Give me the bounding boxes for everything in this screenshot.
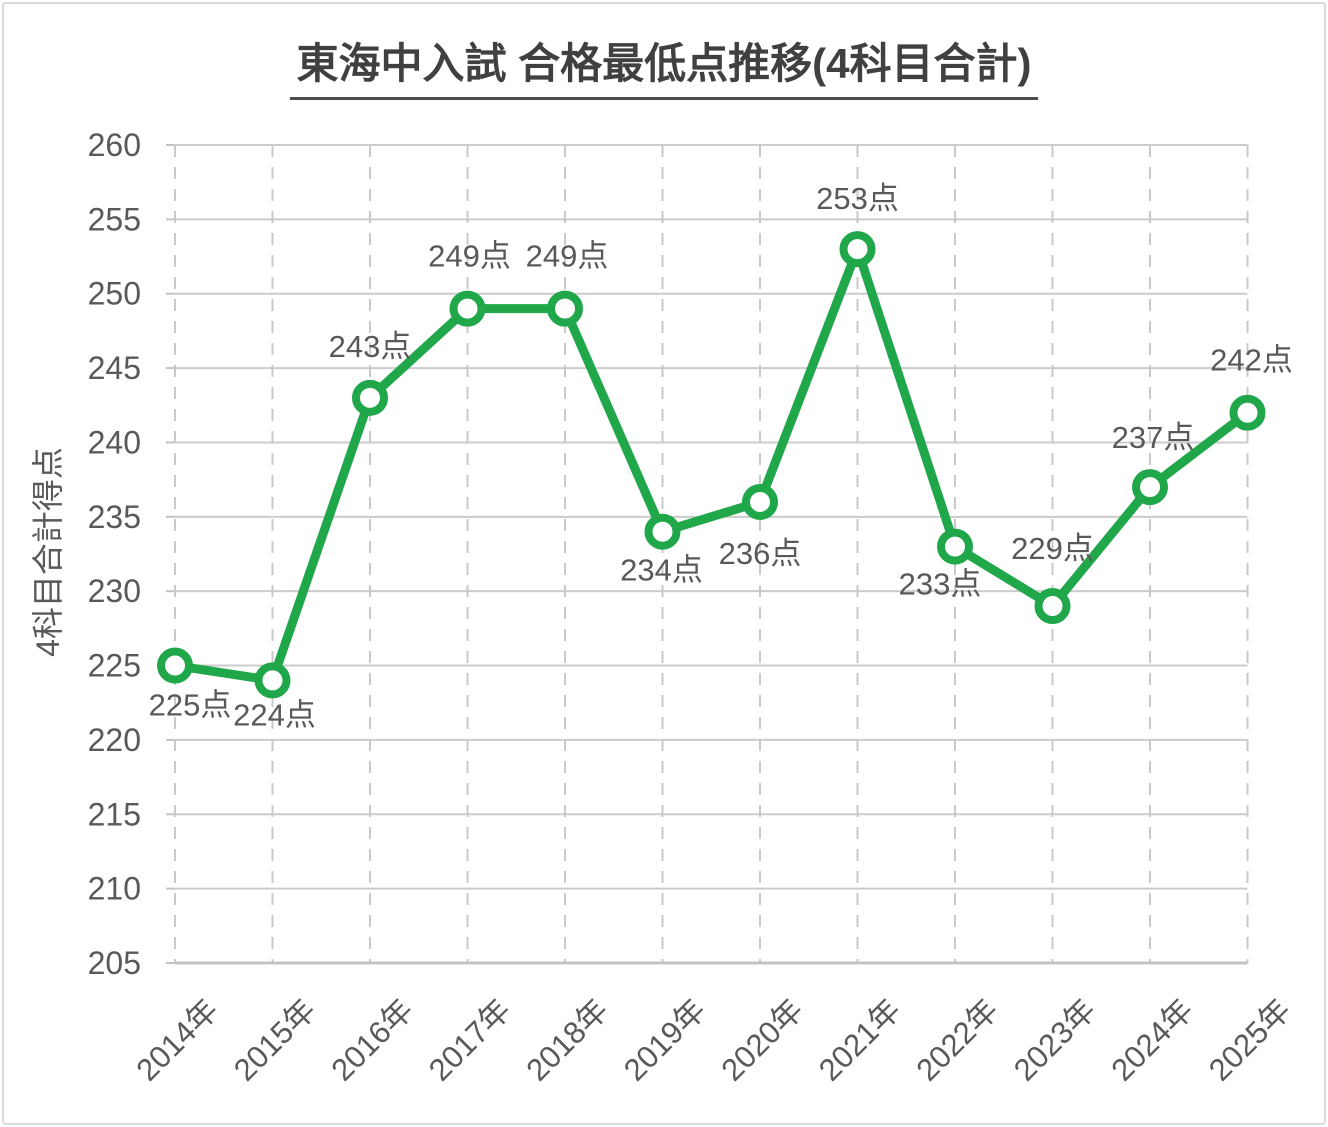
x-tick-label: 2022年 [910,992,1005,1087]
data-point-marker [1229,394,1266,431]
x-tick-label: 2015年 [227,992,322,1087]
data-label: 249点 [428,239,511,274]
data-label: 243点 [329,329,412,364]
y-tick-label: 250 [88,276,141,312]
data-point-marker [1132,469,1168,506]
x-tick-label: 2014年 [130,992,225,1087]
x-tick-label: 2017年 [422,992,517,1087]
x-tick-label: 2024年 [1105,992,1200,1087]
x-tick-label: 2018年 [520,992,615,1087]
data-label: 234点 [620,553,703,588]
data-label: 224点 [233,697,316,732]
x-tick-label: 2021年 [812,992,907,1087]
y-tick-label: 255 [88,201,141,237]
data-point-marker [742,483,778,520]
x-tick-label: 2019年 [617,992,712,1087]
data-label: 229点 [1011,531,1094,566]
y-tick-label: 245 [88,350,141,386]
data-label: 253点 [816,181,899,216]
data-point-marker [937,528,973,565]
data-point-marker [157,647,193,684]
y-tick-label: 220 [88,722,141,758]
series-line [170,244,1252,685]
data-label: 237点 [1112,420,1195,455]
x-tick-label: 2016年 [325,992,420,1087]
x-tick-label: 2025年 [1202,992,1297,1087]
data-point-marker [547,290,583,327]
data-point-marker [1034,588,1071,625]
data-point-marker [839,231,876,268]
y-tick-label: 205 [88,945,141,981]
data-label: 233点 [899,567,982,602]
data-label: 236点 [719,536,802,571]
x-tick-label: 2023年 [1007,992,1102,1087]
y-tick-label: 235 [88,499,141,535]
y-axis-title: 4科目合計得点 [30,447,66,657]
data-label: 249点 [526,239,609,274]
y-tick-label: 260 [88,127,141,163]
data-label: 225点 [149,688,232,723]
data-label: 242点 [1210,343,1293,378]
y-tick-label: 240 [88,424,141,460]
y-tick-label: 225 [88,648,141,684]
x-tick-label: 2020年 [715,992,810,1087]
y-tick-label: 230 [88,573,141,609]
data-point-marker [644,513,681,550]
y-tick-label: 215 [88,796,141,832]
data-point-marker [449,290,486,327]
y-tick-label: 210 [88,871,141,907]
data-point-marker [352,379,388,416]
data-point-marker [254,662,291,699]
chart-title: 東海中入試 合格最低点推移(4科目合計) [0,30,1328,100]
chart-title-text: 東海中入試 合格最低点推移(4科目合計) [290,30,1038,100]
